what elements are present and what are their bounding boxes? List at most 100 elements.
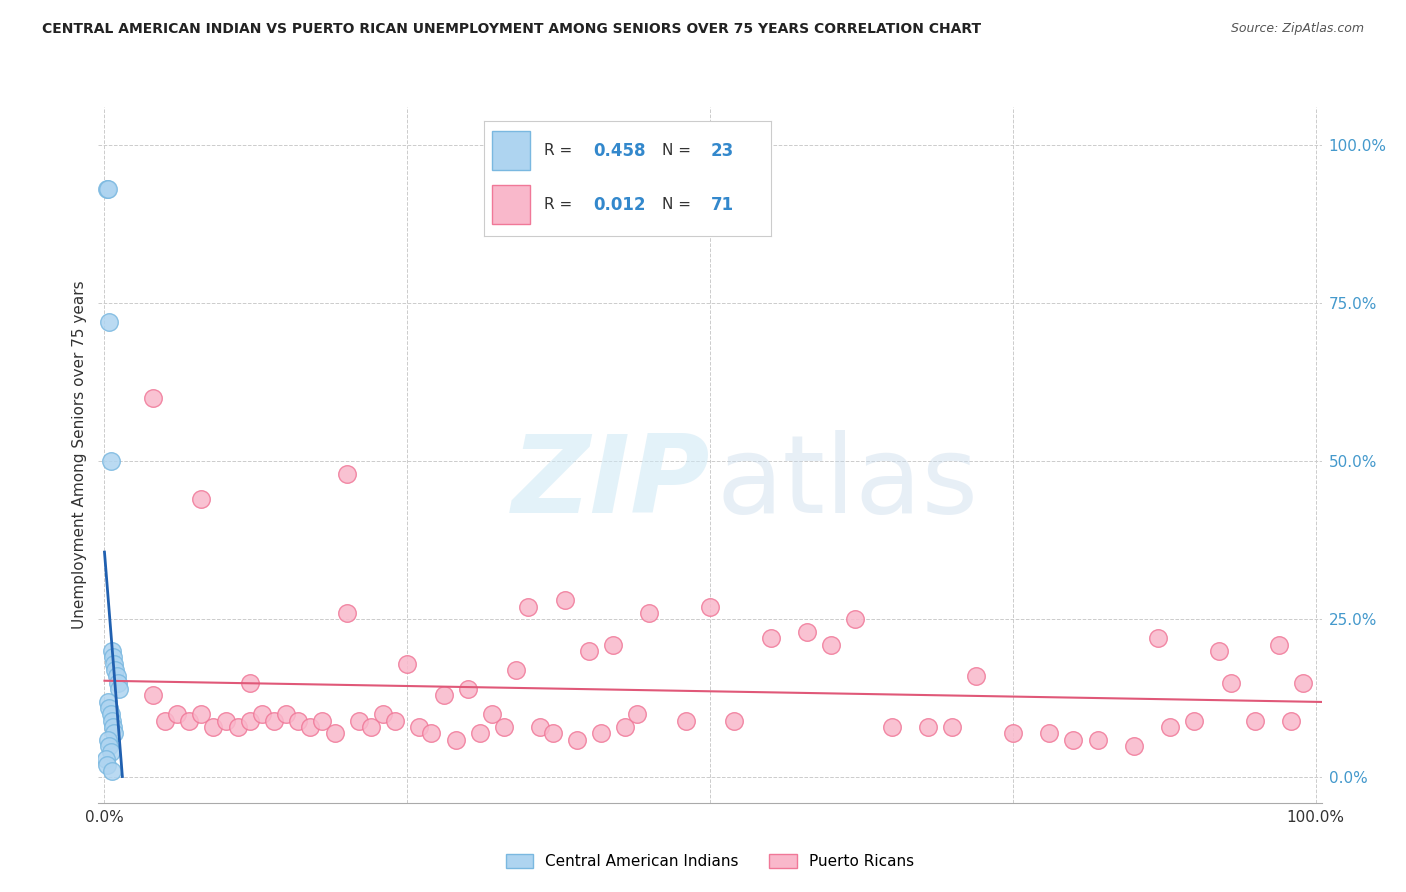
Point: [494, 720, 516, 734]
Point: [457, 681, 479, 696]
Point: [1219, 675, 1241, 690]
Point: [100, 454, 122, 468]
Point: [371, 707, 394, 722]
Point: [299, 720, 322, 734]
Point: [626, 707, 648, 722]
Point: [444, 732, 467, 747]
Point: [517, 599, 540, 614]
Point: [153, 714, 176, 728]
Point: [1268, 638, 1291, 652]
Point: [97, 732, 120, 747]
Point: [100, 644, 122, 658]
Point: [98, 739, 121, 753]
Point: [820, 638, 842, 652]
Point: [360, 720, 382, 734]
Point: [96, 182, 118, 196]
Point: [190, 492, 212, 507]
Point: [614, 720, 637, 734]
Point: [98, 315, 121, 329]
Point: [1038, 726, 1060, 740]
Point: [917, 720, 939, 734]
Point: [179, 714, 201, 728]
Point: [759, 632, 782, 646]
Point: [101, 720, 124, 734]
Point: [1184, 714, 1206, 728]
Text: ZIP: ZIP: [512, 430, 710, 536]
Point: [190, 707, 212, 722]
Point: [1087, 732, 1109, 747]
Legend: Central American Indians, Puerto Ricans: Central American Indians, Puerto Ricans: [499, 847, 921, 875]
Point: [103, 657, 125, 671]
Point: [239, 675, 262, 690]
Point: [638, 606, 661, 620]
Point: [796, 625, 818, 640]
Point: [408, 720, 430, 734]
Point: [100, 714, 122, 728]
Point: [384, 714, 406, 728]
Point: [554, 593, 576, 607]
Point: [565, 732, 588, 747]
Point: [105, 669, 128, 683]
Point: [1292, 675, 1315, 690]
Point: [505, 663, 527, 677]
Point: [142, 688, 165, 702]
Point: [202, 720, 225, 734]
Text: atlas: atlas: [716, 430, 979, 536]
Point: [98, 701, 121, 715]
Point: [844, 612, 866, 626]
Text: CENTRAL AMERICAN INDIAN VS PUERTO RICAN UNEMPLOYMENT AMONG SENIORS OVER 75 YEARS: CENTRAL AMERICAN INDIAN VS PUERTO RICAN …: [42, 22, 981, 37]
Point: [100, 745, 122, 759]
Point: [1159, 720, 1181, 734]
Point: [1208, 644, 1230, 658]
Point: [723, 714, 745, 728]
Point: [396, 657, 419, 671]
Point: [214, 714, 236, 728]
Point: [103, 726, 125, 740]
Point: [226, 720, 249, 734]
Point: [336, 606, 359, 620]
Point: [481, 707, 503, 722]
Point: [468, 726, 491, 740]
Point: [589, 726, 612, 740]
Point: [263, 714, 285, 728]
Point: [97, 695, 120, 709]
Point: [602, 638, 624, 652]
Point: [311, 714, 333, 728]
Point: [336, 467, 359, 481]
Point: [699, 599, 721, 614]
Point: [287, 714, 309, 728]
Point: [142, 391, 165, 405]
Point: [1001, 726, 1024, 740]
Point: [966, 669, 988, 683]
Y-axis label: Unemployment Among Seniors over 75 years: Unemployment Among Seniors over 75 years: [72, 281, 87, 629]
Point: [941, 720, 963, 734]
Point: [96, 757, 118, 772]
Point: [432, 688, 454, 702]
Point: [529, 720, 551, 734]
Point: [276, 707, 298, 722]
Point: [1279, 714, 1302, 728]
Point: [1062, 732, 1084, 747]
Point: [239, 714, 262, 728]
Point: [100, 764, 122, 779]
Point: [541, 726, 564, 740]
Point: [880, 720, 903, 734]
Point: [578, 644, 600, 658]
Point: [1244, 714, 1267, 728]
Point: [347, 714, 370, 728]
Point: [1122, 739, 1144, 753]
Point: [675, 714, 697, 728]
Text: Source: ZipAtlas.com: Source: ZipAtlas.com: [1230, 22, 1364, 36]
Point: [97, 182, 120, 196]
Point: [323, 726, 346, 740]
Point: [94, 751, 117, 765]
Point: [250, 707, 273, 722]
Point: [166, 707, 188, 722]
Point: [100, 707, 122, 722]
Point: [420, 726, 443, 740]
Point: [101, 650, 124, 665]
Point: [107, 675, 129, 690]
Point: [1147, 632, 1170, 646]
Point: [108, 681, 131, 696]
Point: [104, 663, 127, 677]
